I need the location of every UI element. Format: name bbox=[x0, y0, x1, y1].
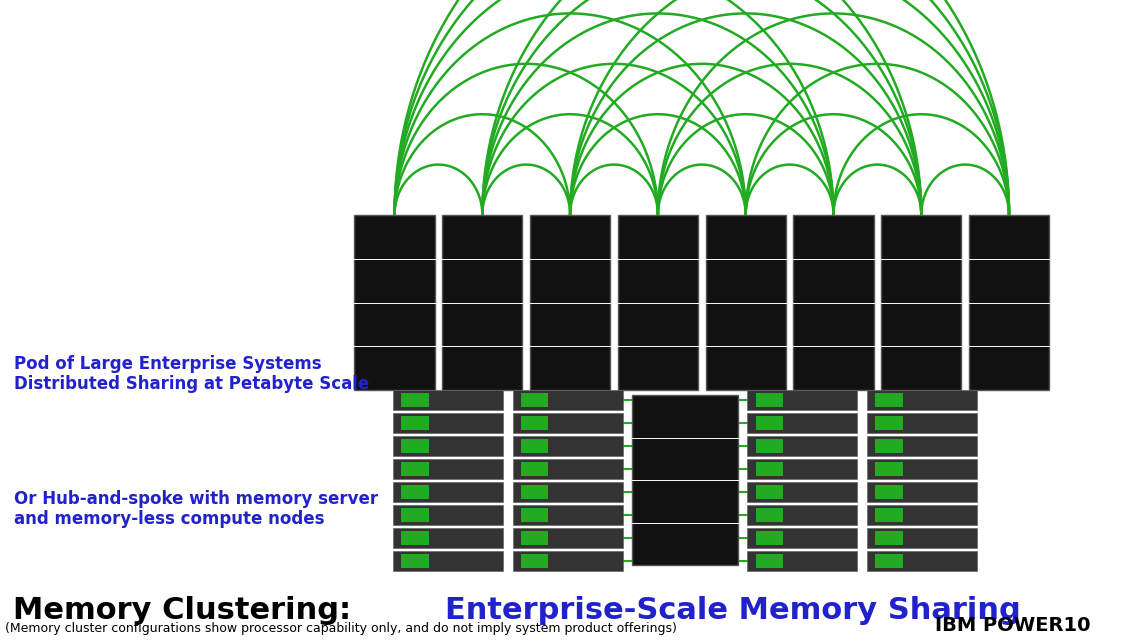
Bar bbox=[513, 550, 623, 570]
Bar bbox=[969, 215, 1049, 390]
Bar bbox=[793, 215, 874, 390]
Bar bbox=[875, 392, 903, 406]
Bar bbox=[867, 482, 978, 502]
Bar bbox=[521, 554, 548, 568]
Bar bbox=[513, 435, 623, 455]
Bar bbox=[513, 458, 623, 478]
Bar bbox=[875, 415, 903, 430]
Bar bbox=[618, 215, 698, 390]
Bar bbox=[393, 482, 503, 502]
Bar bbox=[401, 554, 428, 568]
Bar bbox=[756, 530, 783, 545]
Bar bbox=[393, 458, 503, 478]
Text: IBM POWER10: IBM POWER10 bbox=[934, 616, 1090, 635]
Bar bbox=[401, 507, 428, 521]
Bar bbox=[393, 527, 503, 547]
Bar bbox=[521, 507, 548, 521]
Bar bbox=[401, 439, 428, 453]
Bar bbox=[748, 458, 858, 478]
Bar bbox=[393, 550, 503, 570]
Bar bbox=[748, 527, 858, 547]
Bar bbox=[401, 392, 428, 406]
Bar bbox=[632, 395, 737, 565]
Bar bbox=[756, 415, 783, 430]
Bar bbox=[401, 484, 428, 498]
Bar bbox=[705, 215, 785, 390]
Bar bbox=[756, 484, 783, 498]
Bar bbox=[748, 435, 858, 455]
Bar bbox=[748, 390, 858, 410]
Bar bbox=[513, 505, 623, 525]
Bar bbox=[748, 482, 858, 502]
Bar bbox=[875, 554, 903, 568]
Bar bbox=[521, 462, 548, 476]
Bar bbox=[521, 415, 548, 430]
Bar bbox=[401, 462, 428, 476]
Text: and memory-less compute nodes: and memory-less compute nodes bbox=[15, 510, 325, 528]
Bar bbox=[748, 413, 858, 433]
Bar bbox=[882, 215, 962, 390]
Text: Distributed Sharing at Petabyte Scale: Distributed Sharing at Petabyte Scale bbox=[15, 375, 370, 393]
Bar bbox=[867, 458, 978, 478]
Bar bbox=[513, 390, 623, 410]
Bar bbox=[756, 507, 783, 521]
Bar bbox=[401, 530, 428, 545]
Bar bbox=[875, 530, 903, 545]
Text: Memory Clustering:: Memory Clustering: bbox=[14, 596, 362, 625]
Bar bbox=[393, 505, 503, 525]
Bar bbox=[513, 413, 623, 433]
Bar bbox=[867, 550, 978, 570]
Bar bbox=[867, 505, 978, 525]
Bar bbox=[521, 484, 548, 498]
Bar bbox=[756, 554, 783, 568]
Bar bbox=[393, 435, 503, 455]
Bar bbox=[521, 439, 548, 453]
Bar bbox=[867, 527, 978, 547]
Text: (Memory cluster configurations show processor capability only, and do not imply : (Memory cluster configurations show proc… bbox=[5, 622, 677, 635]
Bar bbox=[875, 462, 903, 476]
Bar bbox=[875, 507, 903, 521]
Bar bbox=[756, 392, 783, 406]
Bar bbox=[521, 530, 548, 545]
Bar bbox=[393, 413, 503, 433]
Bar bbox=[867, 390, 978, 410]
Text: Or Hub-and-spoke with memory server: Or Hub-and-spoke with memory server bbox=[15, 490, 379, 508]
Bar bbox=[756, 462, 783, 476]
Bar bbox=[756, 439, 783, 453]
Bar bbox=[521, 392, 548, 406]
Bar bbox=[401, 415, 428, 430]
Bar bbox=[875, 439, 903, 453]
Bar bbox=[867, 435, 978, 455]
Bar bbox=[875, 484, 903, 498]
Bar bbox=[513, 527, 623, 547]
Bar bbox=[867, 413, 978, 433]
Bar bbox=[513, 482, 623, 502]
Bar bbox=[748, 505, 858, 525]
Bar bbox=[355, 215, 435, 390]
Bar bbox=[748, 550, 858, 570]
Text: Pod of Large Enterprise Systems: Pod of Large Enterprise Systems bbox=[15, 355, 322, 373]
Bar bbox=[393, 390, 503, 410]
Bar bbox=[442, 215, 522, 390]
Text: Enterprise-Scale Memory Sharing: Enterprise-Scale Memory Sharing bbox=[444, 596, 1020, 625]
Bar bbox=[530, 215, 610, 390]
